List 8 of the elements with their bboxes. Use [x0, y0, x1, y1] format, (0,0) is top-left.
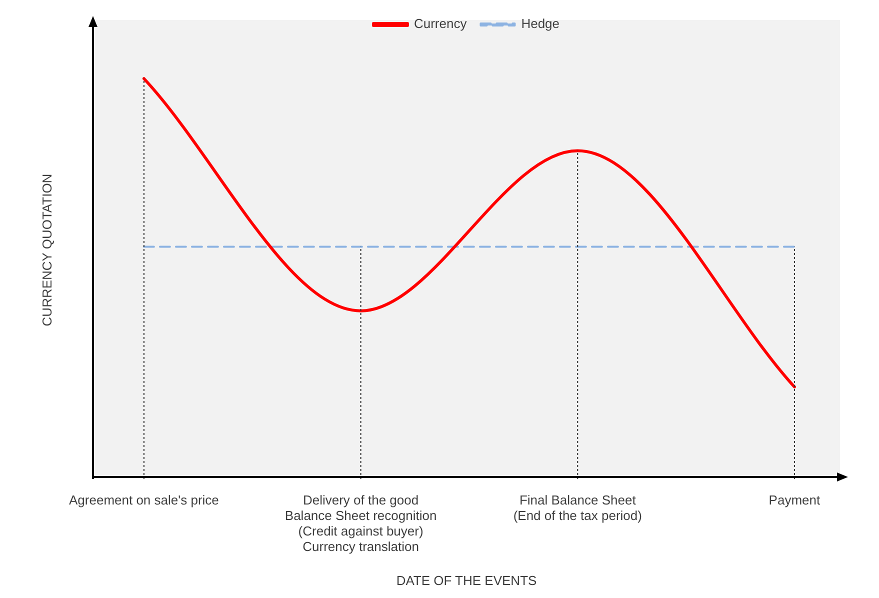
x-tick-label: Final Balance Sheet (End of the tax period)	[513, 492, 642, 523]
legend-label: Currency	[414, 16, 468, 32]
legend-label: Hedge	[521, 16, 560, 32]
x-tick-label: Payment	[768, 492, 820, 508]
y-axis-title: CURRENCY QUOTATION	[40, 174, 55, 326]
x-axis-title: DATE OF THE EVENTS	[396, 572, 538, 588]
x-tick-label: Agreement on sale's price	[69, 492, 219, 508]
x-tick-label: Delivery of the good Balance Sheet recognition (Credit against buyer) Currency translation	[284, 492, 437, 554]
